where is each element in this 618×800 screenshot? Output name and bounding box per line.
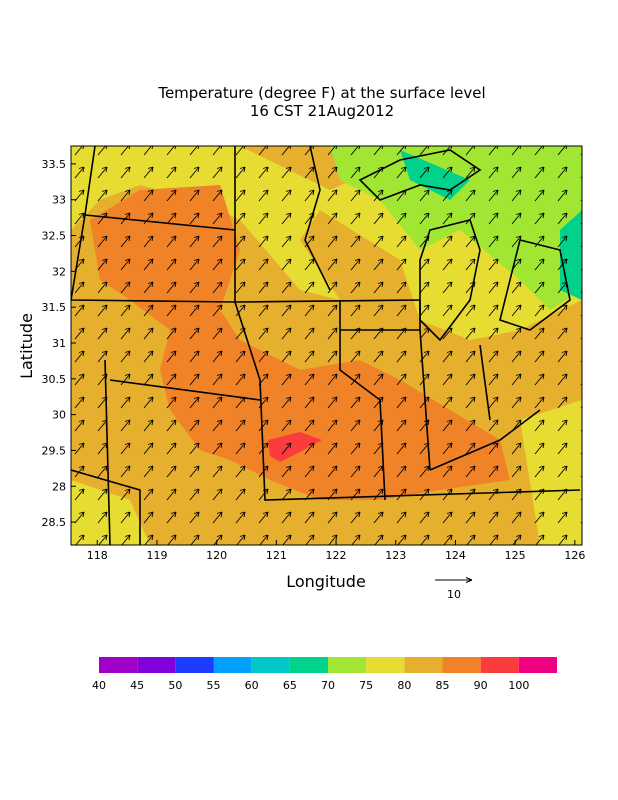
colorbar-label: 100: [508, 679, 529, 692]
y-tick-label: 33.5: [42, 158, 67, 171]
title-line: Temperature (degree F) at the surface le…: [157, 84, 485, 102]
y-tick-label: 29.5: [42, 444, 67, 457]
state-boundaries: [71, 146, 581, 545]
y-axis-label: Latitude: [17, 313, 36, 379]
colorbar-label: 70: [321, 679, 335, 692]
x-tick-label: 124: [445, 549, 466, 562]
x-tick-label: 122: [326, 549, 347, 562]
colorbar-box: [480, 657, 519, 673]
x-tick-label: 125: [505, 549, 526, 562]
great-lakes: [358, 149, 571, 342]
x-tick-label: 121: [266, 549, 287, 562]
colorbar-box: [442, 657, 481, 673]
wind-vectors: [71, 146, 582, 545]
colorbar-label: 60: [245, 679, 259, 692]
colorbar-label: 50: [168, 679, 182, 692]
colorbar-box: [518, 657, 557, 673]
reference-vector-label: 10: [447, 588, 461, 601]
x-tick-label: 119: [146, 549, 167, 562]
y-tick-label: 30.5: [42, 373, 67, 386]
reference-vector-head: [465, 577, 473, 583]
colorbar-label: 75: [359, 679, 373, 692]
colorbar-label: 85: [436, 679, 450, 692]
y-tick-label: 28: [52, 480, 66, 493]
x-tick-label: 118: [87, 549, 108, 562]
y-tick-label: 30: [52, 409, 66, 422]
temperature-field: [71, 146, 582, 545]
colorbar: 40 45 50 55 60 65 70 75 80 85 90 100: [92, 657, 557, 692]
colorbar-box: [328, 657, 367, 673]
colorbar-box: [404, 657, 443, 673]
plot-frame: [70, 145, 583, 546]
x-tick-label: 126: [564, 549, 585, 562]
colorbar-label: 65: [283, 679, 297, 692]
y-tick-label: 31.5: [42, 301, 67, 314]
colorbar-box: [366, 657, 405, 673]
colorbar-label: 45: [130, 679, 144, 692]
colorbar-label: 80: [397, 679, 411, 692]
title-line: 16 CST 21Aug2012: [250, 102, 394, 120]
colorbar-label: 55: [207, 679, 221, 692]
axes: 118 119 120 121 122 123 124 125 126 33.5 33 32.5 32 3…: [42, 158, 586, 562]
colorbar-box: [289, 657, 328, 673]
colorbar-label: 90: [474, 679, 488, 692]
y-tick-label: 32.5: [42, 230, 67, 243]
colorbar-box: [213, 657, 252, 673]
x-tick-label: 120: [206, 549, 227, 562]
colorbar-box: [137, 657, 176, 673]
y-tick-label: 31: [52, 337, 66, 350]
x-tick-label: 123: [385, 549, 406, 562]
colorbar-box: [175, 657, 214, 673]
y-tick-label: 32: [52, 265, 66, 278]
colorbar-box: [251, 657, 290, 673]
y-tick-label: 33: [52, 194, 66, 207]
x-axis-label: Longitude: [286, 572, 366, 591]
y-tick-label: 28.5: [42, 516, 67, 529]
colorbar-label: 40: [92, 679, 106, 692]
colorbar-box: [99, 657, 138, 673]
